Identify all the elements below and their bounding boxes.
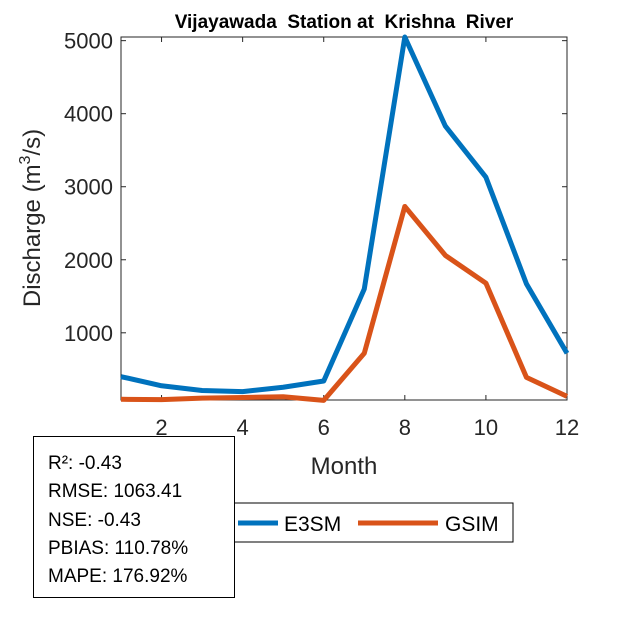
x-tick-label: 10 — [474, 415, 498, 440]
x-tick-label: 2 — [155, 415, 167, 440]
stat-r2: R²: -0.43 — [48, 453, 122, 474]
y-axis-label-end: /s) — [19, 129, 46, 156]
axis-ticks: 2 4 6 8 10 12 1000 2000 3000 4000 5000 — [64, 29, 579, 440]
x-tick-label: 12 — [555, 415, 579, 440]
y-tick-label: 3000 — [64, 175, 113, 200]
y-axis-label: Discharge (m3/s) — [17, 129, 46, 307]
series-group — [120, 34, 570, 403]
y-tick-label: 4000 — [64, 102, 113, 127]
plot-frame — [120, 36, 568, 401]
x-tick-label: 8 — [399, 415, 411, 440]
stat-nse: NSE: -0.43 — [48, 509, 141, 531]
y-axis-label-sup: 3 — [17, 155, 34, 164]
x-tick-label: 4 — [237, 415, 249, 440]
stats-box: R²: -0.43 RMSE: 1063.41 NSE: -0.43 PBIAS… — [33, 436, 235, 598]
stat-mape: MAPE: 176.92% — [48, 566, 188, 588]
legend-label-gsim: GSIM — [445, 513, 499, 536]
stat-rmse: RMSE: 1063.41 — [48, 481, 183, 503]
series-line-gsim — [120, 203, 569, 403]
x-tick-label: 6 — [318, 415, 330, 440]
legend-label-e3sm: E3SM — [284, 513, 341, 536]
y-axis-label-main: Discharge (m — [19, 164, 46, 307]
y-tick-label: 2000 — [64, 248, 113, 273]
y-tick-label: 1000 — [64, 321, 113, 346]
legend: E3SM GSIM — [227, 502, 514, 543]
chart-title: Vijayawada Station at Krishna River — [175, 12, 514, 33]
series-line-e3sm — [120, 34, 570, 395]
stat-pbias: PBIAS: 110.78% — [48, 537, 189, 559]
plot-area — [120, 36, 568, 401]
y-tick-label: 5000 — [64, 29, 113, 54]
x-axis-label: Month — [311, 453, 378, 480]
